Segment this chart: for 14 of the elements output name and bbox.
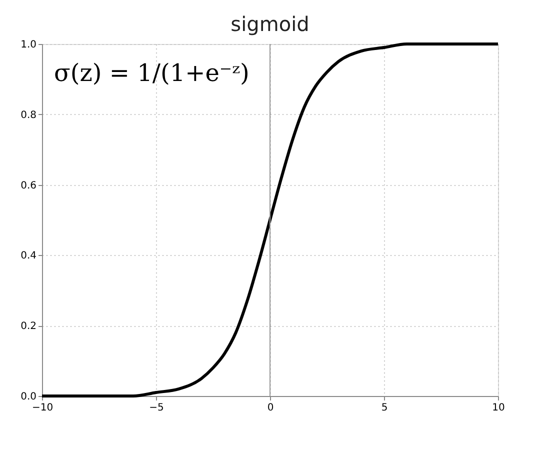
chart-title: sigmoid xyxy=(230,12,310,36)
x-tick-label: −5 xyxy=(149,402,164,414)
y-tick-label: 0.6 xyxy=(20,180,36,192)
y-tick-label: 0.4 xyxy=(20,250,36,262)
y-tick-label: 1.0 xyxy=(20,40,36,50)
line-series xyxy=(40,42,500,398)
x-tick-label: 0 xyxy=(267,402,274,414)
y-tick-label: 0.8 xyxy=(20,110,36,121)
x-tick-label: 10 xyxy=(492,402,505,414)
y-tick-label: 0.0 xyxy=(20,392,36,402)
x-tick-label: −10 xyxy=(32,402,54,414)
annotation: σ(z) = 1/(1+e⁻ᶻ) xyxy=(54,59,250,87)
x-tick-label: 5 xyxy=(381,402,388,414)
y-tick-label: 0.2 xyxy=(20,321,36,332)
